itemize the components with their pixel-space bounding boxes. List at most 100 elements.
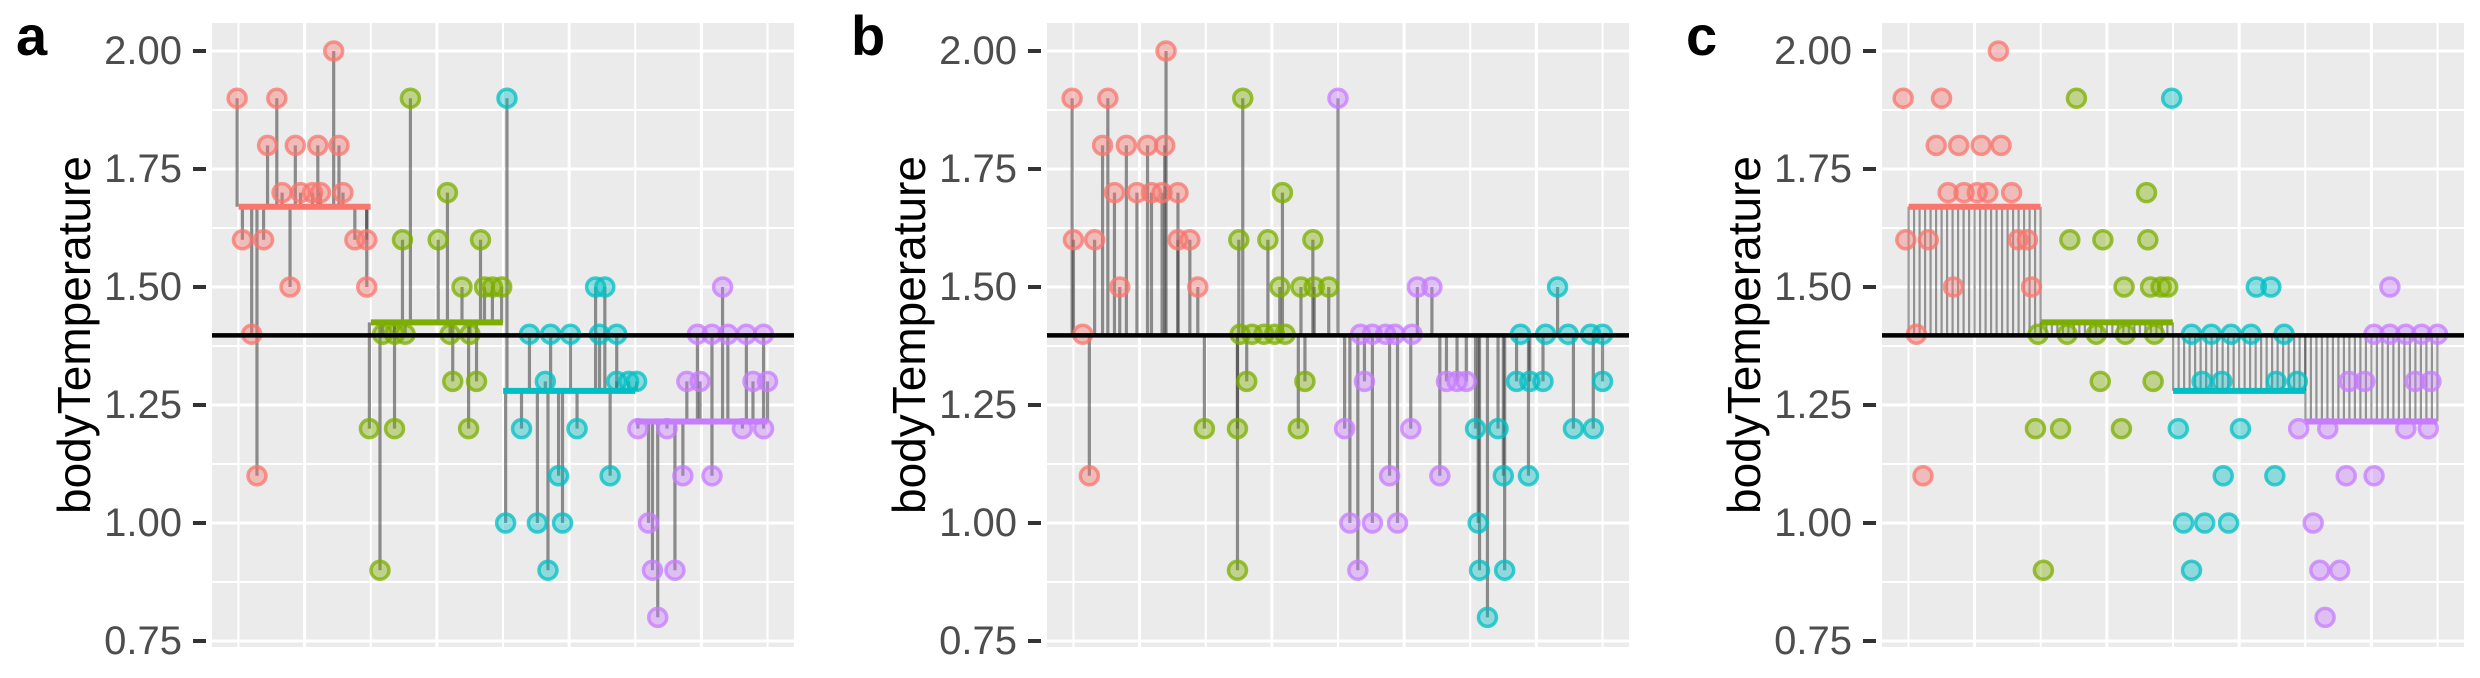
data-point xyxy=(2363,465,2385,487)
data-point xyxy=(2059,229,2081,251)
data-point xyxy=(534,370,557,393)
y-tick-label: 0.75 xyxy=(939,619,1017,663)
y-tick-label: 0.75 xyxy=(1774,619,1852,663)
y-tick-label: 1.50 xyxy=(1774,265,1852,309)
y-tick-mark xyxy=(1028,167,1041,171)
y-tick-mark xyxy=(1863,639,1876,643)
data-point xyxy=(551,512,574,534)
data-point xyxy=(2265,370,2287,393)
panel-c-letter: c xyxy=(1686,4,1718,67)
data-point xyxy=(2314,606,2336,629)
data-point xyxy=(1421,276,1443,298)
panel-b-letter: b xyxy=(851,4,886,67)
data-point xyxy=(1115,134,1138,157)
data-point xyxy=(1925,134,1947,157)
data-point xyxy=(451,276,473,298)
data-point xyxy=(1582,417,1605,440)
y-tick-mark xyxy=(1028,49,1041,53)
data-point xyxy=(1317,276,1340,298)
data-point xyxy=(1977,181,1999,204)
data-point xyxy=(594,276,616,298)
data-point xyxy=(510,417,533,440)
data-point xyxy=(1468,559,1491,581)
y-tick-label: 1.25 xyxy=(104,383,182,427)
data-point xyxy=(547,465,570,487)
data-point xyxy=(664,559,686,581)
data-point xyxy=(742,370,764,393)
y-tick-label: 1.50 xyxy=(104,265,182,309)
data-point xyxy=(672,465,694,487)
data-point xyxy=(2110,417,2133,440)
data-point xyxy=(731,417,754,440)
data-point xyxy=(469,229,492,251)
data-point xyxy=(496,87,518,109)
data-point xyxy=(2020,276,2043,298)
data-point xyxy=(309,181,332,204)
data-point xyxy=(332,181,354,204)
panel-a-letter: a xyxy=(16,4,48,67)
data-point xyxy=(1091,134,1114,157)
data-point xyxy=(231,229,254,251)
data-point xyxy=(1294,370,1316,393)
data-point xyxy=(279,276,301,298)
data-point xyxy=(752,417,775,440)
y-tick-mark xyxy=(1863,167,1876,171)
data-point xyxy=(1257,229,1279,251)
data-point xyxy=(427,229,449,251)
data-point xyxy=(641,559,664,581)
data-point xyxy=(2167,417,2190,440)
data-point xyxy=(1493,559,1516,581)
data-point xyxy=(2016,229,2039,251)
data-point xyxy=(494,512,517,534)
data-point xyxy=(1108,276,1131,298)
data-point xyxy=(2379,276,2401,298)
data-point xyxy=(2354,370,2376,393)
data-point xyxy=(1339,512,1361,534)
data-point xyxy=(1937,181,1959,204)
data-point xyxy=(2420,370,2442,393)
data-point xyxy=(358,417,381,440)
data-point xyxy=(1353,370,1376,393)
data-point xyxy=(1546,276,1569,298)
data-point xyxy=(1378,465,1401,487)
data-point xyxy=(2309,559,2331,581)
data-point xyxy=(1061,87,1083,109)
data-point xyxy=(1078,465,1101,487)
data-point xyxy=(2172,512,2195,534)
data-point xyxy=(1892,87,1914,109)
data-point xyxy=(1232,87,1254,109)
data-point xyxy=(2065,87,2088,109)
data-point xyxy=(1947,134,1970,157)
data-point xyxy=(2328,559,2351,581)
y-tick-mark xyxy=(1028,521,1041,525)
data-point xyxy=(1517,465,1540,487)
data-point xyxy=(226,87,248,109)
data-point xyxy=(465,370,488,393)
data-point xyxy=(1126,181,1148,204)
data-point xyxy=(2137,229,2159,251)
data-point xyxy=(2302,512,2324,534)
data-point xyxy=(1167,181,1189,204)
data-point xyxy=(1228,229,1250,251)
data-point xyxy=(2089,370,2111,393)
data-point xyxy=(1153,134,1176,157)
data-point xyxy=(1333,417,1356,440)
data-point xyxy=(383,417,406,440)
data-point xyxy=(1990,134,2012,157)
data-point xyxy=(599,465,621,487)
data-point xyxy=(266,87,288,109)
data-point xyxy=(2092,229,2114,251)
data-point xyxy=(2212,465,2235,487)
y-tick-mark xyxy=(193,639,206,643)
data-point xyxy=(1970,134,1992,157)
data-point xyxy=(2191,370,2213,393)
data-point xyxy=(1302,229,1324,251)
y-tick-label: 1.75 xyxy=(939,147,1017,191)
data-point xyxy=(1562,417,1585,440)
data-point xyxy=(2395,417,2417,440)
data-point xyxy=(1271,181,1294,204)
data-point xyxy=(2113,276,2135,298)
data-point xyxy=(1226,417,1249,440)
data-point xyxy=(1917,229,1940,251)
data-point xyxy=(1193,417,1216,440)
